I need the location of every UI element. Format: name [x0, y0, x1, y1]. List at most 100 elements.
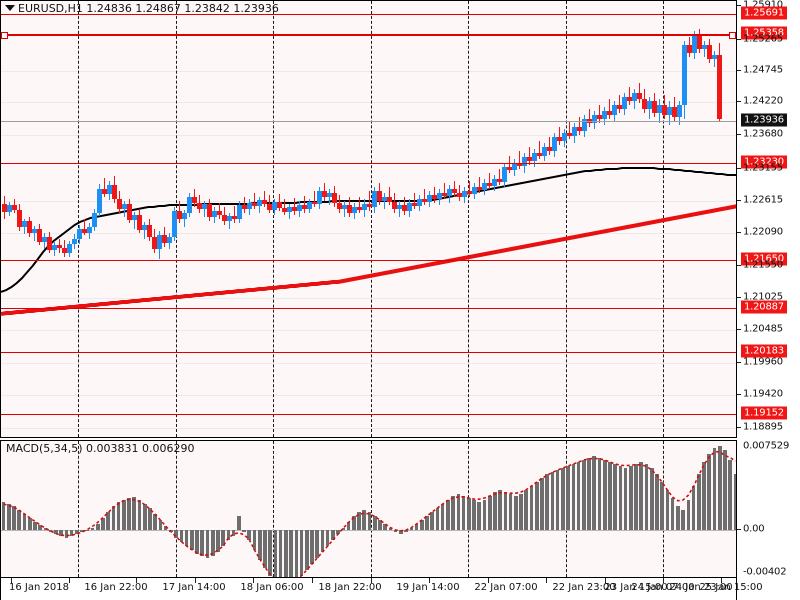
candle[interactable]: [377, 183, 382, 205]
candle[interactable]: [317, 187, 322, 209]
candle[interactable]: [177, 201, 182, 223]
price-axis[interactable]: 1.25910 1.25691 1.25358 1.25265 1.24745 1.242…: [737, 0, 800, 438]
candle[interactable]: [707, 39, 712, 63]
candle[interactable]: [97, 184, 102, 216]
candle[interactable]: [337, 195, 342, 213]
candle[interactable]: [302, 196, 307, 213]
candle[interactable]: [82, 219, 87, 235]
candle[interactable]: [417, 195, 422, 211]
price-chart-panel[interactable]: [0, 0, 737, 438]
candle[interactable]: [427, 191, 432, 207]
candle[interactable]: [622, 93, 627, 115]
candle[interactable]: [142, 222, 147, 239]
candle[interactable]: [642, 89, 647, 113]
candle[interactable]: [652, 93, 657, 117]
candle[interactable]: [77, 225, 82, 244]
candle[interactable]: [272, 199, 277, 215]
candle[interactable]: [2, 196, 7, 219]
candle[interactable]: [187, 193, 192, 217]
candle[interactable]: [627, 87, 632, 105]
candle[interactable]: [247, 199, 252, 215]
horizontal-level-line[interactable]: [1, 414, 736, 415]
candle[interactable]: [217, 203, 222, 219]
candle[interactable]: [492, 175, 497, 191]
candle[interactable]: [157, 231, 162, 259]
candle[interactable]: [92, 209, 97, 231]
candle[interactable]: [12, 199, 17, 213]
candle[interactable]: [717, 43, 722, 121]
candle[interactable]: [422, 189, 427, 205]
candle[interactable]: [677, 101, 682, 125]
candle[interactable]: [467, 181, 472, 197]
candle[interactable]: [512, 159, 517, 176]
horizontal-level-line[interactable]: [1, 163, 736, 164]
candle[interactable]: [172, 207, 177, 241]
candle[interactable]: [277, 194, 282, 211]
candle[interactable]: [657, 99, 662, 123]
candle[interactable]: [597, 105, 602, 123]
candle[interactable]: [432, 187, 437, 203]
candle[interactable]: [332, 186, 337, 207]
candle[interactable]: [382, 193, 387, 209]
candle[interactable]: [562, 129, 567, 147]
candle[interactable]: [122, 201, 127, 217]
candle[interactable]: [132, 212, 137, 229]
candle[interactable]: [347, 197, 352, 217]
candle[interactable]: [682, 41, 687, 119]
candle[interactable]: [307, 199, 312, 213]
candle[interactable]: [137, 210, 142, 233]
triangle-down-icon[interactable]: [5, 5, 15, 11]
candle[interactable]: [87, 223, 92, 239]
candle[interactable]: [367, 191, 372, 211]
candle[interactable]: [202, 201, 207, 217]
candle[interactable]: [572, 123, 577, 143]
candle[interactable]: [687, 37, 692, 57]
macd-axis[interactable]: 0.007529 0.00 -0.00402: [737, 440, 800, 578]
candle[interactable]: [457, 185, 462, 201]
candle[interactable]: [287, 204, 292, 219]
candle[interactable]: [182, 210, 187, 227]
candle[interactable]: [612, 101, 617, 121]
candle[interactable]: [197, 195, 202, 213]
candle[interactable]: [557, 127, 562, 145]
candle[interactable]: [282, 199, 287, 215]
candle[interactable]: [702, 41, 707, 57]
candle[interactable]: [487, 173, 492, 189]
candle[interactable]: [552, 133, 557, 157]
candle[interactable]: [497, 169, 502, 185]
candle[interactable]: [582, 115, 587, 137]
candle[interactable]: [22, 219, 27, 234]
candle[interactable]: [312, 191, 317, 207]
candle[interactable]: [112, 176, 117, 203]
candle[interactable]: [52, 242, 57, 256]
candle[interactable]: [7, 202, 12, 216]
horizontal-level-line[interactable]: [1, 308, 736, 309]
candle[interactable]: [507, 156, 512, 173]
candle[interactable]: [242, 197, 247, 213]
candle[interactable]: [267, 195, 272, 213]
candle[interactable]: [517, 151, 522, 169]
candle[interactable]: [207, 199, 212, 221]
candle[interactable]: [297, 201, 302, 217]
candle[interactable]: [447, 185, 452, 203]
candle[interactable]: [107, 181, 112, 200]
candle[interactable]: [397, 201, 402, 217]
candle[interactable]: [322, 183, 327, 201]
candle[interactable]: [577, 117, 582, 135]
candle[interactable]: [482, 179, 487, 195]
candle[interactable]: [232, 206, 237, 223]
candle[interactable]: [542, 143, 547, 161]
candle[interactable]: [437, 189, 442, 205]
candle[interactable]: [472, 183, 477, 199]
candle[interactable]: [257, 197, 262, 213]
candle[interactable]: [292, 198, 297, 215]
candle[interactable]: [102, 178, 107, 197]
candle[interactable]: [162, 227, 167, 247]
candle[interactable]: [227, 213, 232, 229]
macd-indicator-panel[interactable]: [0, 440, 737, 578]
candle[interactable]: [567, 121, 572, 139]
candle[interactable]: [662, 95, 667, 119]
candle[interactable]: [152, 229, 157, 253]
candle[interactable]: [357, 197, 362, 213]
candle[interactable]: [327, 189, 332, 205]
